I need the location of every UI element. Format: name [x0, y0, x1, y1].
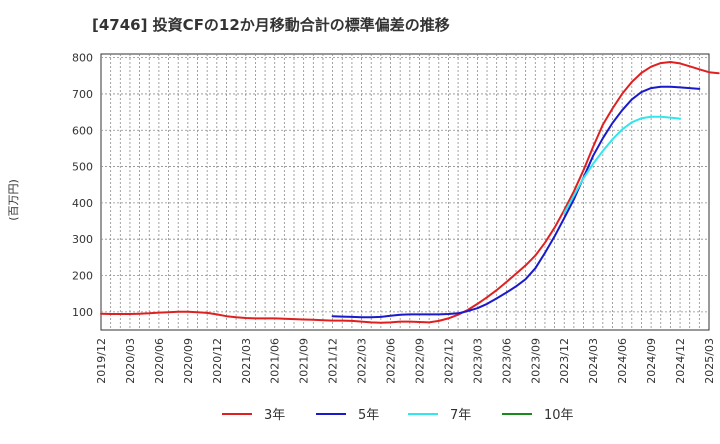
y-tick-label: 800 [72, 52, 93, 65]
y-tick-label: 100 [72, 306, 93, 319]
x-tick-label: 2022/03 [356, 338, 369, 384]
x-tick-label: 2021/03 [240, 338, 253, 384]
x-tick-label: 2020/03 [124, 338, 137, 384]
x-tick-label: 2021/06 [269, 338, 282, 384]
x-tick-label: 2022/12 [442, 338, 455, 384]
x-tick-label: 2023/06 [500, 338, 513, 384]
y-tick-label: 400 [72, 197, 93, 210]
x-tick-label: 2025/03 [703, 338, 716, 384]
y-tick-label: 200 [72, 270, 93, 283]
y-axis-label: (百万円) [7, 179, 20, 221]
legend-label: 3年 [264, 408, 285, 423]
x-tick-label: 2021/12 [327, 338, 340, 384]
y-tick-label: 600 [72, 124, 93, 137]
series-line [563, 115, 681, 215]
series-line [331, 85, 701, 319]
x-tick-label: 2024/06 [616, 338, 629, 384]
x-tick-label: 2024/12 [674, 338, 687, 384]
plot-area [100, 53, 710, 331]
x-tick-label: 2023/09 [529, 338, 542, 384]
x-tick-label: 2021/09 [298, 338, 311, 384]
x-tick-label: 2023/03 [471, 338, 484, 384]
grid-lines [101, 54, 709, 330]
series-line [100, 61, 720, 324]
legend-label: 10年 [544, 408, 574, 423]
legend-label: 7年 [450, 408, 471, 423]
legend-label: 5年 [358, 408, 379, 423]
x-tick-label: 2024/03 [587, 338, 600, 384]
y-axis-tick-labels: 100 200 300 400 500 600 700 800 [72, 52, 93, 319]
y-tick-label: 700 [72, 88, 93, 101]
series-lines [100, 61, 720, 324]
y-tick-label: 300 [72, 233, 93, 246]
chart-title: [4746] 投資CFの12か月移動合計の標準偏差の推移 [92, 16, 450, 34]
y-tick-label: 500 [72, 161, 93, 174]
x-axis-tick-labels: 2019/12 2020/03 2020/06 2020/09 2020/12 2021/… [95, 338, 716, 384]
x-tick-label: 2024/09 [645, 338, 658, 384]
x-tick-label: 2022/09 [413, 338, 426, 384]
x-tick-label: 2020/12 [211, 338, 224, 384]
legend: 3年 5年 7年 10年 [222, 408, 574, 423]
x-tick-label: 2022/06 [385, 338, 398, 384]
x-tick-label: 2020/09 [182, 338, 195, 384]
plot-frame [100, 53, 710, 331]
x-tick-label: 2023/12 [558, 338, 571, 384]
x-tick-label: 2019/12 [95, 338, 108, 384]
x-tick-label: 2020/06 [153, 338, 166, 384]
